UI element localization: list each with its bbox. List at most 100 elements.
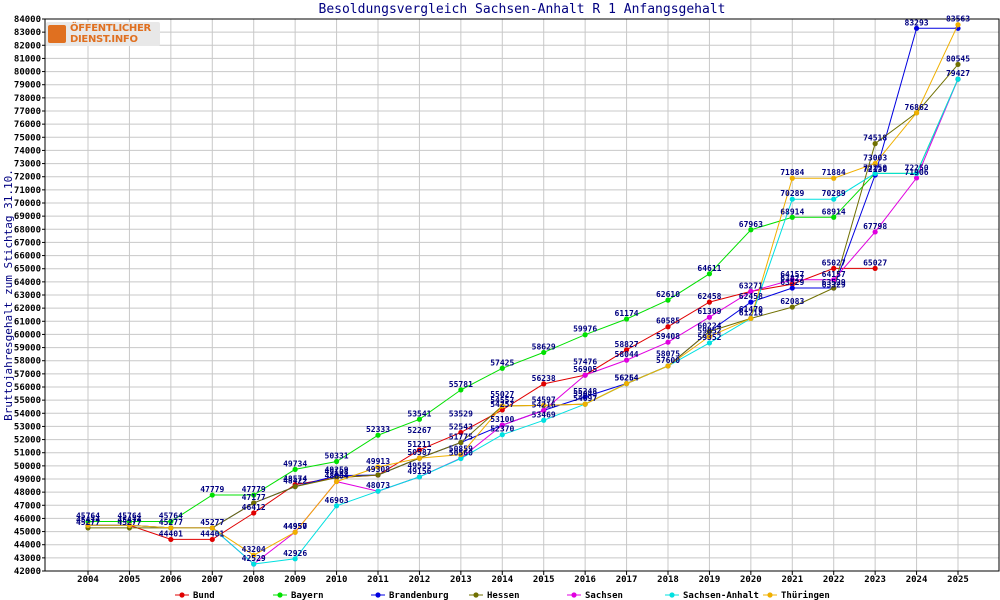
data-point-bund [706,299,713,305]
point-value-label: 58075 [656,350,680,359]
point-value-label: 56238 [532,374,556,383]
data-point-bayern [748,227,754,233]
y-tick-label: 84000 [14,15,41,25]
data-point-sachsen-anhalt [789,196,795,202]
point-value-label: 49308 [366,465,390,474]
point-value-label: 52267 [407,426,431,435]
point-value-label: 45277 [159,518,183,527]
data-point-hessen [955,61,961,68]
x-tick-label: 2009 [284,575,306,585]
data-point-sachsen [582,372,588,378]
point-value-label: 59976 [573,325,597,334]
data-point-hessen [333,474,340,481]
point-value-label: 58827 [615,340,639,349]
data-point-sachsen-anhalt [541,417,547,423]
grid-layer [45,18,999,572]
data-point-bund [623,347,630,353]
y-tick-label: 44000 [14,541,41,551]
point-value-label: 67798 [863,222,887,231]
data-point-sachsen-anhalt [831,196,837,202]
legend-swatch-marker [669,592,675,598]
point-value-label: 44957 [283,522,307,531]
y-tick-label: 43000 [14,554,41,564]
y-tick-label: 51000 [14,449,41,459]
x-tick-label: 2008 [243,575,265,585]
point-value-label: 45277 [76,518,100,527]
point-value-label: 49734 [283,459,307,468]
point-value-label: 55248 [573,387,597,396]
point-value-label: 49108 [325,468,349,477]
data-point-thueringen [168,525,174,531]
y-tick-label: 77000 [14,107,41,117]
point-value-label: 83293 [905,18,929,27]
y-tick-label: 83000 [14,28,41,38]
point-value-label: 68914 [780,207,804,216]
point-value-label: 72130 [863,165,887,174]
data-point-sachsen [789,277,795,283]
point-value-label: 48804 [325,472,349,481]
y-tick-label: 64000 [14,278,41,288]
logo-icon [48,25,66,43]
y-tick-label: 65000 [14,265,41,275]
data-point-sachsen [499,422,505,428]
point-value-label: 72250 [905,163,929,172]
point-value-label: 76862 [905,103,929,112]
data-point-bayern [375,432,381,438]
data-point-bayern [292,466,298,472]
legend-swatch-marker [767,592,773,598]
data-point-hessen [292,483,298,490]
point-value-label: 72250 [863,163,887,172]
data-point-bund [831,265,837,271]
point-value-label: 50587 [407,448,431,457]
point-value-label: 68914 [822,207,846,216]
point-label-layer: 4576445474452774576445474452774576445277… [76,15,970,563]
data-point-bayern [789,214,795,220]
x-tick-label: 2020 [740,575,762,585]
y-tick-label: 58000 [14,357,41,367]
data-point-bund [872,265,878,271]
data-point-sachsen [748,288,754,295]
data-point-bayern [85,518,91,525]
y-tick-label: 68000 [14,225,41,235]
point-value-label: 62458 [739,292,763,301]
x-tick-label: 2017 [616,575,638,585]
point-value-label: 47779 [200,485,224,494]
legend-label: Bayern [291,591,324,600]
point-value-label: 57600 [656,356,680,365]
point-value-label: 45764 [76,512,100,521]
y-tick-label: 81000 [14,54,41,64]
point-value-label: 63827 [780,274,804,283]
x-tick-label: 2025 [947,575,969,585]
data-point-bayern [209,492,215,498]
y-tick-label: 56000 [14,383,41,393]
x-tick-label: 2016 [574,575,596,585]
data-point-hessen [706,328,713,335]
data-point-thueringen [582,401,588,407]
data-point-thueringen [251,552,257,558]
point-value-label: 49913 [366,457,390,466]
point-value-label: 80545 [946,54,970,63]
y-tick-label: 70000 [14,199,41,209]
point-value-label: 45474 [76,515,100,524]
legend-swatch-marker [473,592,479,598]
x-tick-label: 2021 [781,575,803,585]
data-point-brandenburg [913,25,920,31]
data-point-thueringen [748,315,754,322]
data-point-bund [541,381,547,387]
point-value-label: 56264 [615,374,639,383]
y-tick-label: 72000 [14,173,41,183]
point-value-label: 61218 [739,308,763,317]
axis-layer: 42000 43000 44000 45000 46000 47000 48000 49000… [14,15,969,585]
data-point-bayern [458,387,464,393]
point-value-label: 52370 [490,425,514,434]
series-line-hessen [88,64,959,529]
point-value-label: 71906 [905,168,929,177]
data-point-thueringen [333,478,340,485]
publisher-logo: ÖFFENTLICHER DIENST.INFO [46,22,160,46]
data-point-bayern [168,518,174,525]
x-tick-label: 2012 [409,575,431,585]
point-value-label: 44401 [159,529,183,538]
series-layer [85,22,961,567]
y-tick-label: 71000 [14,186,41,196]
data-point-hessen [872,141,878,147]
